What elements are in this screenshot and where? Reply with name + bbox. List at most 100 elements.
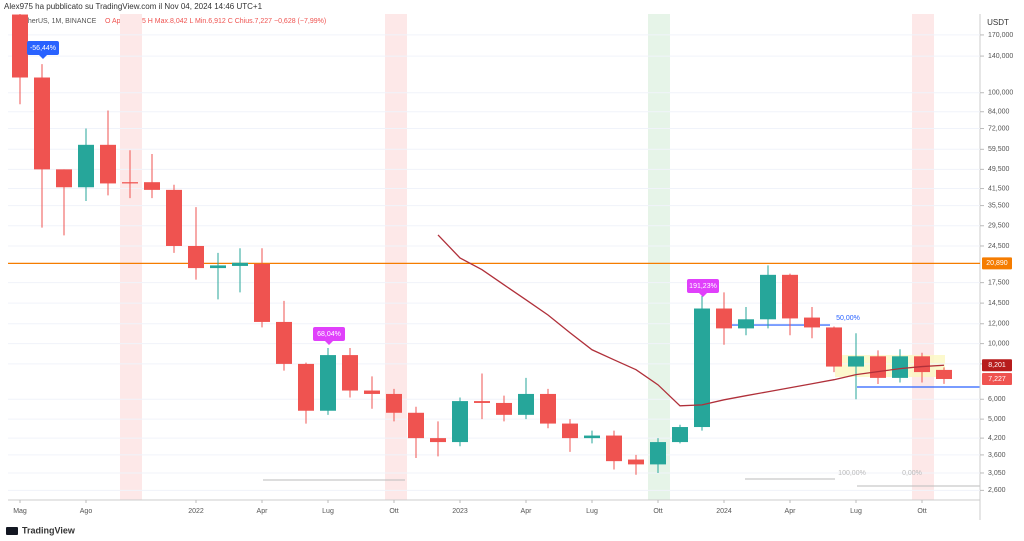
annotation: 100,00% <box>838 470 866 477</box>
candle-body <box>914 356 930 373</box>
annotation: 0,00% <box>902 470 922 477</box>
x-tick-label: Apr <box>785 508 797 515</box>
x-tick-label: Ott <box>917 508 926 515</box>
x-tick-label: Lug <box>322 508 334 515</box>
candle-body <box>320 355 336 411</box>
band <box>648 14 670 500</box>
candle-body <box>936 369 952 379</box>
candle-body <box>716 308 732 329</box>
annotation: 50,00% <box>836 315 860 322</box>
y-tick-label: 100,000 <box>988 90 1013 97</box>
annotation-pointer <box>699 293 707 297</box>
x-tick-label: Lug <box>586 508 598 515</box>
band <box>912 14 934 500</box>
annotation: -56,44% <box>30 45 56 52</box>
y-tick-label: 2,600 <box>988 487 1006 494</box>
candle-body <box>386 393 402 413</box>
y-tick-label: 24,500 <box>988 243 1010 250</box>
x-tick-label: 2022 <box>188 508 204 515</box>
x-tick-label: Ott <box>389 508 398 515</box>
price-label: 8,201 <box>988 362 1006 369</box>
x-tick-label: Apr <box>521 508 533 515</box>
symbol: etherUS, 1M, BINANCE <box>22 18 97 25</box>
price-label-box <box>982 372 1012 385</box>
candle-body <box>34 77 50 170</box>
x-tick-label: Apr <box>257 508 269 515</box>
candle-body <box>12 14 28 78</box>
candle-body <box>408 412 424 439</box>
candle-body <box>144 182 160 190</box>
x-tick-label: 2024 <box>716 508 732 515</box>
y-tick-label: 3,600 <box>988 452 1006 459</box>
y-tick-label: 6,000 <box>988 396 1006 403</box>
candle-body <box>870 356 886 378</box>
y-tick-label: 84,000 <box>988 109 1010 116</box>
y-tick-label: 170,000 <box>988 32 1013 39</box>
band <box>385 14 407 500</box>
candle-body <box>540 393 556 424</box>
x-tick-label: 2023 <box>452 508 468 515</box>
annotation-box <box>313 327 345 341</box>
logo <box>6 527 18 535</box>
candle-body <box>760 274 776 320</box>
x-tick-label: Ago <box>80 508 93 515</box>
candle-body <box>430 438 446 443</box>
price-label: 7,227 <box>988 376 1006 383</box>
annotation-pointer <box>39 55 47 59</box>
candle-body <box>100 144 116 184</box>
candle-body <box>518 393 534 415</box>
candle-body <box>276 321 292 364</box>
candle-body <box>606 435 622 462</box>
ohlc: O Aper.7,855 H Max.8,042 L Min.6,912 C C… <box>105 18 326 25</box>
y-tick-label: 14,500 <box>988 300 1010 307</box>
price-label-box <box>982 257 1012 270</box>
candle-body <box>232 262 248 266</box>
candle-body <box>496 402 512 415</box>
candle-body <box>166 189 182 246</box>
x-tick-label: Ott <box>653 508 662 515</box>
y-tick-label: 12,000 <box>988 321 1010 328</box>
annotation-box <box>27 41 59 55</box>
y-tick-label: 10,000 <box>988 340 1010 347</box>
annotation-pointer <box>325 341 333 345</box>
price-label-box <box>982 359 1012 372</box>
grid <box>8 34 980 491</box>
y-unit: USDT <box>987 18 1009 27</box>
session-bands <box>120 14 934 500</box>
ma-line <box>437 234 945 407</box>
candle-body <box>672 427 688 443</box>
candle-body <box>848 356 864 367</box>
candle-body <box>694 308 710 428</box>
candle-body <box>826 327 842 367</box>
y-tick-label: 140,000 <box>988 53 1013 60</box>
candle-body <box>210 265 226 269</box>
plot <box>8 14 980 475</box>
y-tick-label: 59,500 <box>988 146 1010 153</box>
brand: TradingView <box>22 525 76 535</box>
candle-body <box>474 401 490 403</box>
candle-body <box>804 317 820 328</box>
candle-body <box>562 423 578 439</box>
y-tick-label: 35,500 <box>988 202 1010 209</box>
candle-body <box>342 355 358 391</box>
y-tick-label: 49,500 <box>988 166 1010 173</box>
candle-body <box>650 442 666 465</box>
annotation: 191,23% <box>689 283 717 290</box>
candle-body <box>298 363 314 411</box>
band <box>120 14 142 500</box>
candle-body <box>122 182 138 184</box>
annotation-box <box>687 279 719 293</box>
x-tick-label: Mag <box>13 508 27 515</box>
candle-body <box>892 356 908 378</box>
candle-body <box>782 274 798 319</box>
y-tick-label: 72,000 <box>988 125 1010 132</box>
annotation: 68,04% <box>317 331 341 338</box>
candle-body <box>56 169 72 188</box>
candle-body <box>628 459 644 465</box>
candle-body <box>78 144 94 188</box>
candle-body <box>364 390 380 394</box>
x-tick-label: Lug <box>850 508 862 515</box>
candle-body <box>452 401 468 443</box>
